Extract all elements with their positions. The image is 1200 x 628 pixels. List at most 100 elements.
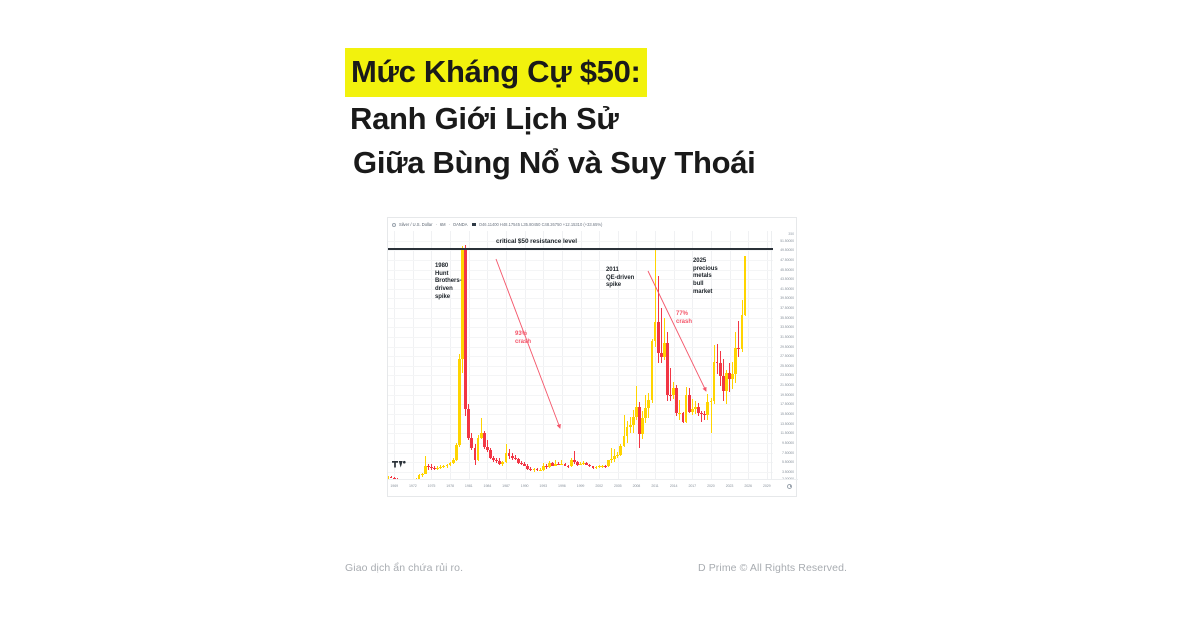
time-tick-label: 2017 bbox=[688, 484, 697, 488]
title-line-2: Ranh Giới Lịch Sử bbox=[350, 101, 619, 137]
price-tick-label: 5.50000 bbox=[782, 460, 794, 465]
price-tick-label: 7.50000 bbox=[782, 450, 794, 455]
candle-body bbox=[650, 341, 654, 400]
vertical-gridline bbox=[692, 231, 694, 479]
candle-wick bbox=[434, 465, 435, 471]
candle-body bbox=[622, 435, 626, 447]
candle-body bbox=[656, 322, 660, 353]
annotation-93-crash: 93% crash bbox=[515, 331, 532, 345]
candle-body bbox=[430, 467, 433, 469]
candle-body bbox=[436, 467, 440, 469]
candle-body bbox=[628, 424, 632, 427]
candle-body bbox=[476, 438, 480, 460]
time-axis[interactable]: 1969 1972 1975 1978 1981 1984 1987 1990 1993 1996… bbox=[388, 479, 798, 497]
candle-body bbox=[603, 465, 607, 467]
vertical-gridline bbox=[655, 231, 657, 479]
candle-body bbox=[666, 343, 669, 395]
time-tick-label: 2005 bbox=[613, 484, 622, 488]
price-tick-label: 45.50000 bbox=[780, 267, 794, 272]
horizontal-gridline bbox=[388, 240, 773, 242]
clock-icon[interactable] bbox=[787, 483, 792, 489]
chart-interval[interactable]: 6M bbox=[439, 222, 446, 227]
time-tick-label: 1996 bbox=[558, 484, 566, 488]
time-tick-label: 1981 bbox=[464, 484, 473, 488]
candle-wick bbox=[710, 397, 712, 433]
candle-body bbox=[588, 464, 592, 467]
time-tick-label: 2011 bbox=[651, 484, 659, 488]
vertical-gridline bbox=[710, 231, 712, 479]
time-tick-label: 1978 bbox=[446, 484, 454, 488]
candle-wick bbox=[654, 248, 656, 347]
candle-body bbox=[544, 465, 548, 468]
candle-body bbox=[734, 347, 738, 375]
symbol-icon bbox=[392, 222, 396, 227]
annotation-77-crash: 77% crash bbox=[676, 311, 693, 325]
chart-symbol[interactable]: Silver / U.S. Dollar bbox=[399, 222, 433, 227]
vertical-gridline bbox=[580, 231, 582, 479]
candle-wick bbox=[480, 417, 482, 440]
candle-wick bbox=[623, 415, 625, 448]
candle-body bbox=[426, 466, 430, 468]
time-tick-label: 1990 bbox=[520, 484, 529, 488]
candle-body bbox=[504, 452, 508, 463]
time-tick-label: 1987 bbox=[502, 484, 510, 488]
price-tick-label: 25.50000 bbox=[780, 363, 794, 368]
candle-body bbox=[619, 446, 623, 455]
candle-wick bbox=[611, 448, 612, 463]
horizontal-gridline bbox=[388, 250, 773, 252]
footer-copyright: D Prime © All Rights Reserved. bbox=[698, 562, 848, 574]
time-tick-label: 1969 bbox=[390, 484, 399, 488]
candle-body bbox=[461, 247, 464, 359]
vertical-gridline bbox=[394, 231, 396, 479]
candle-body bbox=[388, 476, 390, 479]
chart-separator-1: · bbox=[435, 222, 437, 227]
candle-body bbox=[467, 409, 471, 439]
vertical-gridline bbox=[412, 231, 414, 479]
price-axis[interactable]: 350 51.50000 49.50000 47.50000 45.50000 43.5… bbox=[771, 231, 796, 481]
candle-body bbox=[520, 462, 523, 464]
candle-body bbox=[458, 358, 461, 446]
time-tick-label: 1999 bbox=[576, 484, 585, 488]
candle-body bbox=[454, 445, 458, 460]
price-tick-label: 3.50000 bbox=[782, 469, 794, 474]
candle-wick bbox=[440, 465, 442, 469]
time-tick-label: 2002 bbox=[595, 484, 603, 488]
eye-icon[interactable] bbox=[472, 222, 476, 227]
chart-plot-area[interactable]: critical $50 resistance level 1980 Hunt … bbox=[388, 231, 773, 479]
price-tick-label: 35.50000 bbox=[780, 315, 794, 320]
candle-body bbox=[579, 463, 582, 465]
candle-body bbox=[572, 460, 576, 463]
horizontal-gridline bbox=[388, 279, 773, 281]
candle-body bbox=[728, 373, 731, 379]
candle-body bbox=[709, 400, 713, 403]
vertical-gridline bbox=[431, 231, 433, 479]
candle-body bbox=[600, 465, 604, 467]
candle-body bbox=[563, 463, 567, 466]
candle-wick bbox=[670, 367, 671, 401]
time-tick-label: 1972 bbox=[409, 484, 417, 488]
candle-body bbox=[470, 438, 474, 449]
vertical-gridline bbox=[673, 231, 675, 479]
candle-wick bbox=[601, 465, 603, 468]
candle-body bbox=[638, 406, 641, 435]
candle-body bbox=[582, 463, 585, 464]
chart-header: Silver / U.S. Dollar · 6M · OANDA O46.11… bbox=[388, 218, 796, 231]
candle-wick bbox=[424, 456, 426, 475]
candle-wick bbox=[561, 460, 563, 466]
vertical-gridline bbox=[636, 231, 638, 479]
candle-wick bbox=[617, 452, 619, 458]
title-block: Mức Kháng Cự $50: Ranh Giới Lịch Sử Giữa… bbox=[345, 48, 945, 185]
candle-body bbox=[532, 469, 536, 471]
footer-disclaimer: Giao dịch ẩn chứa rủi ro. bbox=[345, 562, 464, 574]
candle-body bbox=[569, 460, 573, 467]
horizontal-gridline bbox=[388, 317, 773, 319]
candle-body bbox=[697, 406, 700, 413]
candle-body bbox=[501, 462, 505, 464]
candle-body bbox=[672, 387, 676, 396]
vertical-gridline bbox=[599, 231, 601, 479]
candle-body bbox=[690, 408, 694, 412]
candle-body bbox=[523, 463, 526, 466]
chart-exchange[interactable]: OANDA bbox=[452, 222, 468, 227]
candle-body bbox=[607, 460, 610, 467]
price-tick-label: 51.50000 bbox=[780, 238, 794, 243]
